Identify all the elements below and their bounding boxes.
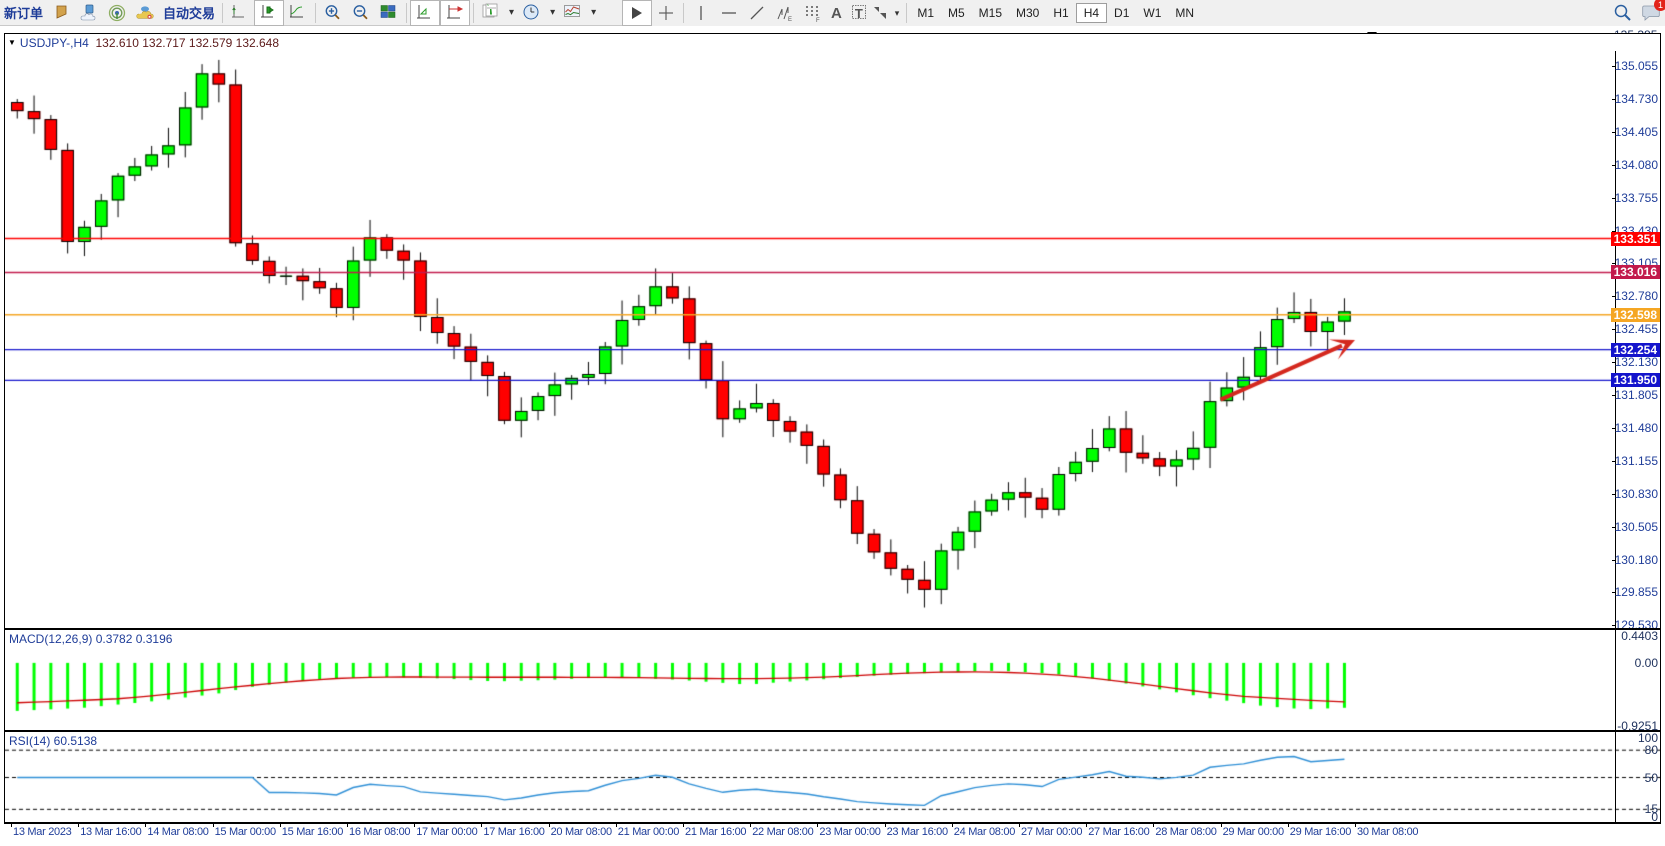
svg-text:F: F [816,18,820,23]
svg-text:E: E [788,17,792,23]
